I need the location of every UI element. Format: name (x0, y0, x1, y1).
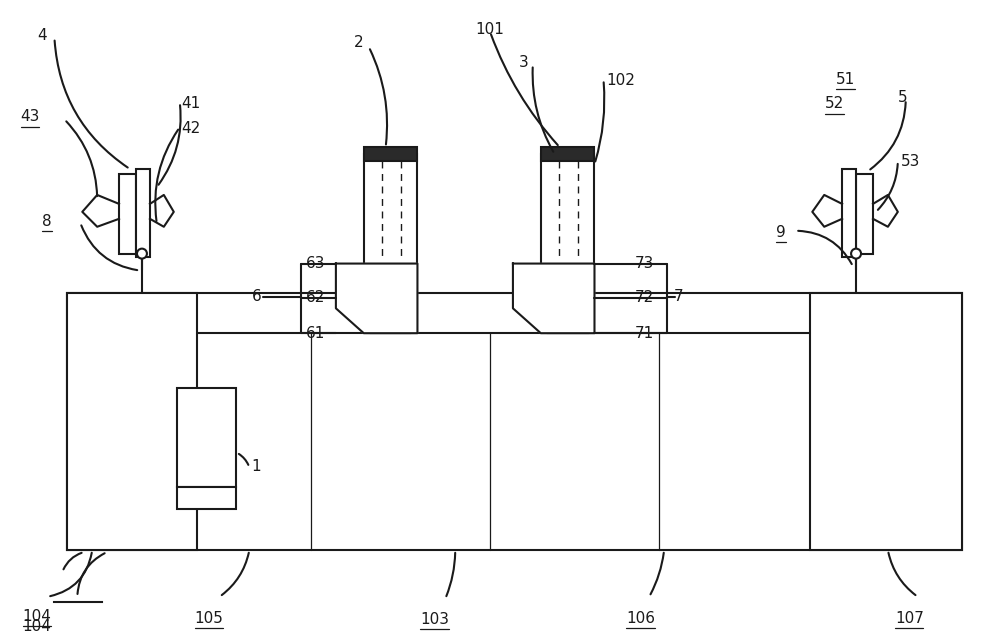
Text: 71: 71 (634, 326, 654, 341)
Bar (842, 169, 856, 257)
Text: 103: 103 (420, 612, 449, 627)
Bar (177, 487, 236, 509)
Text: 63: 63 (306, 255, 326, 271)
Bar (856, 174, 873, 254)
Text: 41: 41 (182, 96, 201, 111)
Bar (810, 294, 962, 550)
Text: 2: 2 (354, 35, 363, 50)
Bar (177, 388, 236, 487)
Text: 42: 42 (182, 121, 201, 136)
Text: 8: 8 (42, 214, 52, 229)
Text: 5: 5 (898, 90, 907, 104)
Polygon shape (336, 264, 417, 333)
Circle shape (851, 248, 861, 259)
Bar (541, 154, 594, 264)
Text: 105: 105 (195, 611, 224, 626)
Text: 3: 3 (519, 55, 529, 69)
Text: 104: 104 (23, 619, 51, 634)
Text: 6: 6 (252, 289, 261, 304)
Polygon shape (513, 264, 594, 333)
Text: 43: 43 (21, 110, 40, 124)
Text: 102: 102 (606, 73, 635, 88)
Text: 4: 4 (38, 28, 47, 43)
Text: 53: 53 (901, 154, 920, 169)
Bar (364, 154, 417, 264)
Bar (67, 294, 962, 550)
Text: 73: 73 (634, 255, 654, 271)
Bar (541, 147, 594, 161)
Text: 52: 52 (825, 96, 844, 111)
Text: 107: 107 (895, 611, 924, 626)
Bar (119, 174, 136, 254)
Bar (548, 264, 588, 333)
Bar (371, 264, 410, 333)
Text: 106: 106 (626, 611, 655, 626)
Circle shape (137, 248, 147, 259)
Text: 51: 51 (836, 71, 855, 87)
Text: 61: 61 (306, 326, 325, 341)
Text: 9: 9 (776, 225, 786, 240)
Bar (364, 147, 417, 161)
Text: 1: 1 (251, 459, 261, 475)
Bar (136, 169, 150, 257)
Text: 72: 72 (634, 290, 654, 305)
Bar (67, 294, 197, 550)
Text: 7: 7 (674, 289, 684, 304)
Text: 101: 101 (475, 22, 504, 37)
Text: 104: 104 (23, 609, 51, 624)
Text: 62: 62 (306, 290, 325, 305)
